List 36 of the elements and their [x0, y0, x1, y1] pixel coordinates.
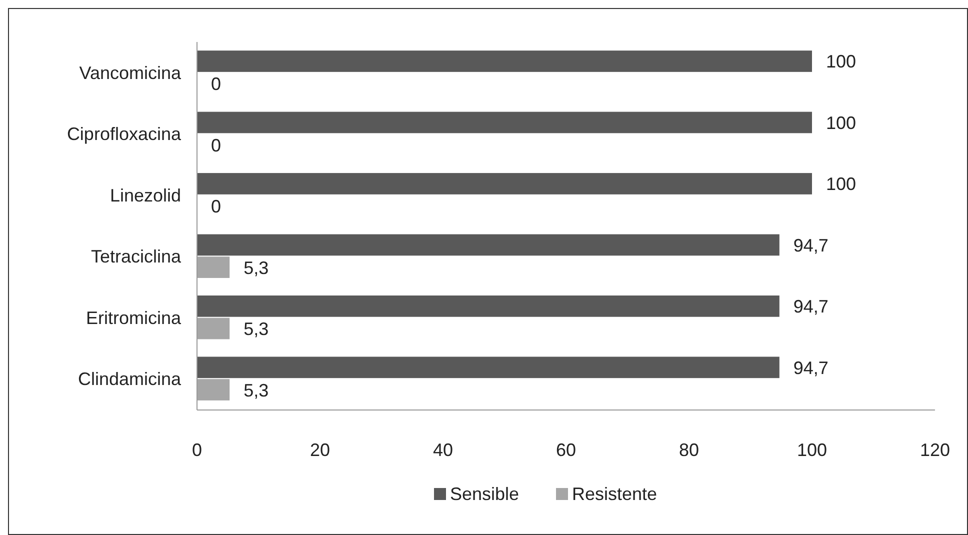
- data-label: 94,7: [793, 235, 828, 256]
- x-tick-label: 120: [920, 440, 950, 460]
- data-label: 100: [826, 174, 856, 194]
- bar: [197, 256, 230, 278]
- data-label: 100: [826, 112, 856, 133]
- data-label: 100: [826, 52, 856, 72]
- data-label: 0: [211, 196, 222, 217]
- bar: [197, 295, 780, 317]
- y-tick-label: Ciprofloxacina: [66, 124, 182, 144]
- y-tick-label: Tetraciclina: [90, 246, 182, 267]
- data-label: 94,7: [793, 296, 828, 317]
- bar: [197, 379, 230, 400]
- bar: [197, 318, 230, 340]
- data-label: 0: [211, 135, 222, 156]
- bar: [197, 50, 812, 72]
- data-label: 0: [211, 74, 222, 94]
- y-tick-label: Eritromicina: [86, 308, 182, 328]
- data-label: 5,3: [244, 258, 269, 278]
- bar: [197, 112, 812, 134]
- bar: [197, 234, 780, 256]
- data-label: 5,3: [244, 380, 269, 400]
- y-tick-label: Vancomicina: [79, 62, 182, 83]
- y-tick-label: Linezolid: [110, 185, 181, 206]
- data-label: 94,7: [793, 358, 828, 378]
- data-label: 5,3: [244, 319, 269, 340]
- y-tick-label: Clindamicina: [78, 369, 182, 390]
- bar: [197, 173, 812, 194]
- legend-label: Resistente: [572, 484, 658, 504]
- x-tick-label: 20: [310, 440, 330, 460]
- x-tick-label: 60: [556, 440, 576, 460]
- x-tick-label: 100: [796, 440, 828, 460]
- legend-label: Sensible: [450, 484, 520, 504]
- x-tick-label: 40: [432, 440, 454, 460]
- bar: [197, 356, 780, 378]
- x-tick-label: 0: [192, 440, 202, 460]
- x-tick-label: 80: [678, 440, 700, 460]
